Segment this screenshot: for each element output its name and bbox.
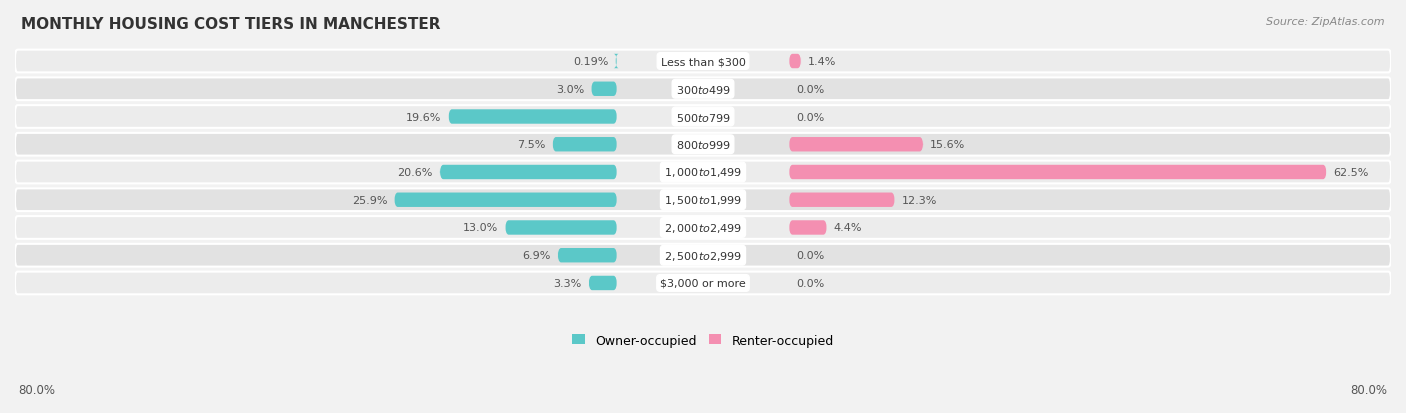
- FancyBboxPatch shape: [789, 55, 801, 69]
- Legend: Owner-occupied, Renter-occupied: Owner-occupied, Renter-occupied: [568, 329, 838, 351]
- FancyBboxPatch shape: [15, 161, 1391, 184]
- Text: 62.5%: 62.5%: [1333, 168, 1369, 178]
- Text: 3.0%: 3.0%: [555, 85, 585, 95]
- FancyBboxPatch shape: [394, 193, 617, 207]
- Text: $1,500 to $1,999: $1,500 to $1,999: [664, 194, 742, 207]
- Text: $1,000 to $1,499: $1,000 to $1,499: [664, 166, 742, 179]
- Text: 0.0%: 0.0%: [796, 85, 824, 95]
- FancyBboxPatch shape: [15, 272, 1391, 294]
- Text: Source: ZipAtlas.com: Source: ZipAtlas.com: [1267, 17, 1385, 26]
- FancyBboxPatch shape: [440, 165, 617, 180]
- Text: 1.4%: 1.4%: [808, 57, 837, 67]
- FancyBboxPatch shape: [789, 165, 1326, 180]
- Text: $500 to $799: $500 to $799: [675, 111, 731, 123]
- FancyBboxPatch shape: [558, 248, 617, 263]
- FancyBboxPatch shape: [15, 133, 1391, 156]
- FancyBboxPatch shape: [449, 110, 617, 124]
- Text: 13.0%: 13.0%: [463, 223, 498, 233]
- FancyBboxPatch shape: [591, 82, 617, 97]
- Text: 19.6%: 19.6%: [406, 112, 441, 122]
- FancyBboxPatch shape: [789, 221, 827, 235]
- FancyBboxPatch shape: [789, 193, 894, 207]
- FancyBboxPatch shape: [15, 189, 1391, 211]
- Text: 3.3%: 3.3%: [554, 278, 582, 288]
- Text: 0.0%: 0.0%: [796, 112, 824, 122]
- FancyBboxPatch shape: [505, 221, 617, 235]
- FancyBboxPatch shape: [15, 216, 1391, 239]
- FancyBboxPatch shape: [789, 138, 924, 152]
- Text: 12.3%: 12.3%: [901, 195, 936, 205]
- Text: 7.5%: 7.5%: [517, 140, 546, 150]
- Text: Less than $300: Less than $300: [661, 57, 745, 67]
- Text: $800 to $999: $800 to $999: [675, 139, 731, 151]
- Text: MONTHLY HOUSING COST TIERS IN MANCHESTER: MONTHLY HOUSING COST TIERS IN MANCHESTER: [21, 17, 440, 31]
- FancyBboxPatch shape: [553, 138, 617, 152]
- Text: 80.0%: 80.0%: [18, 384, 55, 396]
- Text: 0.19%: 0.19%: [574, 57, 609, 67]
- Text: 15.6%: 15.6%: [929, 140, 966, 150]
- Text: $300 to $499: $300 to $499: [675, 83, 731, 95]
- FancyBboxPatch shape: [613, 55, 619, 69]
- Text: 0.0%: 0.0%: [796, 278, 824, 288]
- Text: $2,000 to $2,499: $2,000 to $2,499: [664, 221, 742, 235]
- Text: 25.9%: 25.9%: [352, 195, 388, 205]
- FancyBboxPatch shape: [15, 244, 1391, 267]
- Text: 6.9%: 6.9%: [523, 251, 551, 261]
- FancyBboxPatch shape: [15, 106, 1391, 128]
- Text: 0.0%: 0.0%: [796, 251, 824, 261]
- FancyBboxPatch shape: [15, 50, 1391, 73]
- Text: 4.4%: 4.4%: [834, 223, 862, 233]
- FancyBboxPatch shape: [15, 78, 1391, 101]
- FancyBboxPatch shape: [589, 276, 617, 290]
- Text: $2,500 to $2,999: $2,500 to $2,999: [664, 249, 742, 262]
- Text: 20.6%: 20.6%: [398, 168, 433, 178]
- Text: $3,000 or more: $3,000 or more: [661, 278, 745, 288]
- Text: 80.0%: 80.0%: [1351, 384, 1388, 396]
